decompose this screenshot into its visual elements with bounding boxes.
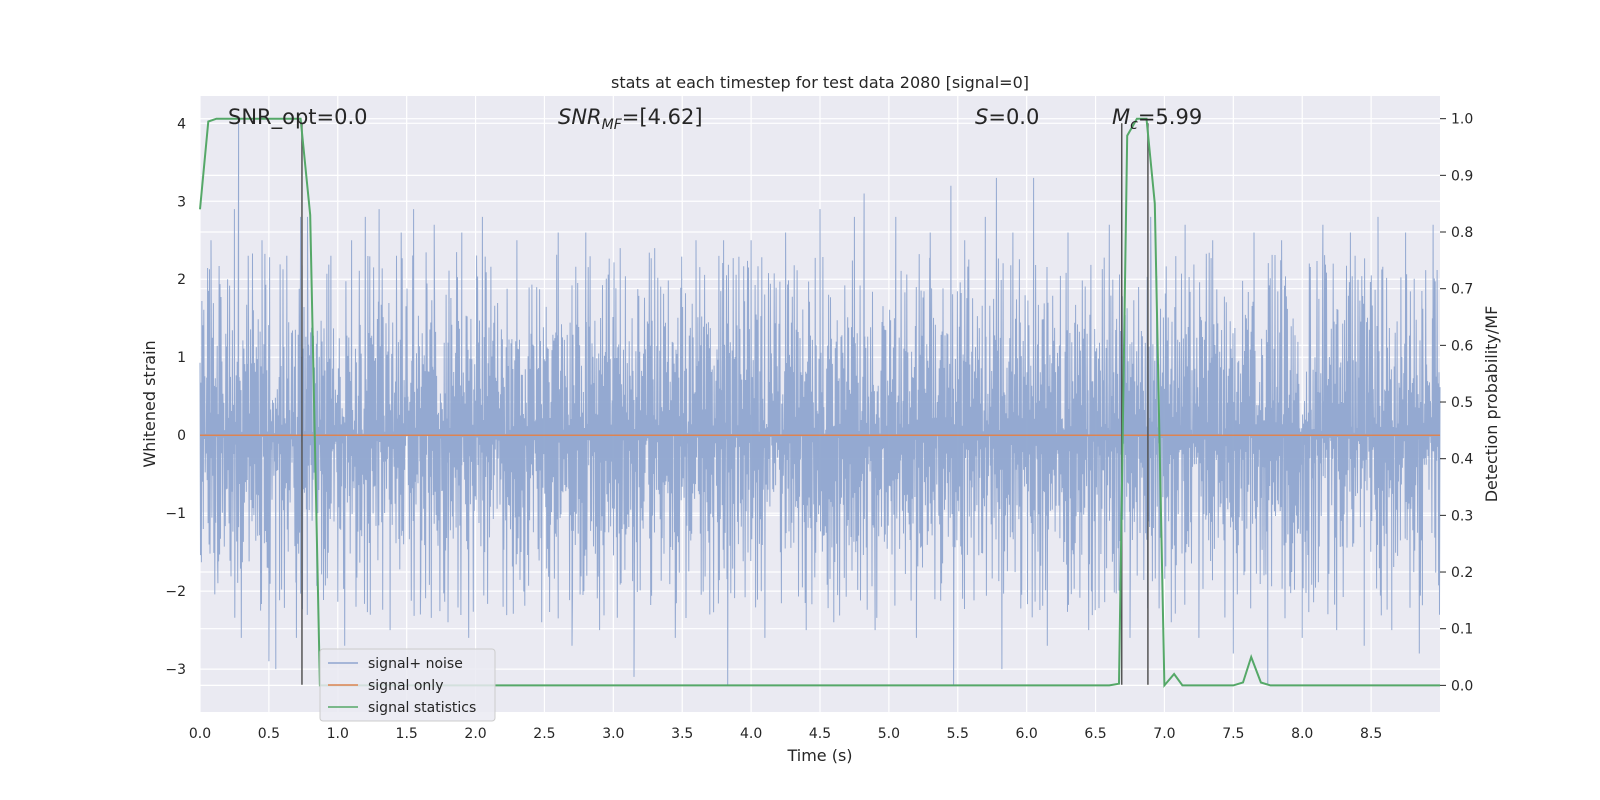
- x-tick-label: 7.5: [1222, 726, 1244, 742]
- legend-label-signal-statistics: signal statistics: [368, 700, 476, 716]
- annotation-snr-mf-main: SNR: [558, 105, 602, 129]
- y-right-tick-label: 0.0: [1451, 678, 1473, 694]
- x-tick-label: 1.5: [396, 726, 418, 742]
- signal-noise-series: [199, 123, 1441, 685]
- x-tick-label: 0.5: [258, 726, 280, 742]
- annotation-mc-main: M: [1112, 105, 1130, 129]
- annotation-mc: Mc=5.99: [1112, 105, 1202, 133]
- x-tick-label: 2.0: [464, 726, 486, 742]
- y-right-tick-label: 0.8: [1451, 225, 1473, 241]
- annotation-mc-rest: =5.99: [1138, 105, 1202, 129]
- annotation-s-main: S: [975, 105, 988, 129]
- x-tick-label: 8.0: [1291, 726, 1313, 742]
- x-axis-label: Time (s): [786, 746, 852, 765]
- legend-box: [319, 648, 496, 722]
- y-right-tick-label: 1.0: [1451, 112, 1473, 128]
- y-right-tick-label: 0.2: [1451, 565, 1473, 581]
- legend: signal+ noise signal only signal statist…: [319, 648, 496, 722]
- legend-label-signal-noise: signal+ noise: [368, 656, 463, 672]
- y-tick-label: 2: [177, 272, 186, 288]
- x-tick-label: 4.5: [809, 726, 831, 742]
- y-right-axis-ticks: 0.0 0.1 0.2 0.3 0.4 0.5 0.6 0.7 0.8 0.9 1.0: [1440, 112, 1473, 694]
- y-tick-label: 0: [177, 428, 186, 444]
- x-tick-label: 4.0: [740, 726, 762, 742]
- x-tick-label: 6.5: [1084, 726, 1106, 742]
- annotation-snr-opt: SNR_opt=0.0: [228, 105, 368, 130]
- x-axis-ticks: 0.0 0.5 1.0 1.5 2.0 2.5 3.0 3.5 4.0 4.5 5.0 5.5 6.0 6…: [189, 726, 1382, 742]
- annotation-snr-mf-sub: MF: [602, 117, 623, 133]
- annotation-snr-mf-rest: =[4.62]: [622, 105, 703, 129]
- y-tick-label: −2: [165, 584, 186, 600]
- signal-statistics-series: [199, 117, 1440, 689]
- y-tick-label: −1: [165, 506, 186, 522]
- statistics-line: [199, 117, 1440, 689]
- annotation-s: S=0.0: [975, 105, 1039, 129]
- x-tick-label: 8.5: [1360, 726, 1382, 742]
- x-tick-label: 5.0: [878, 726, 900, 742]
- y-right-tick-label: 0.5: [1451, 395, 1473, 411]
- y-tick-label: 3: [177, 194, 186, 210]
- annotation-s-rest: =0.0: [988, 105, 1039, 129]
- y-axis-ticks: −3 −2 −1 0 1 2 3 4: [165, 116, 186, 678]
- x-tick-label: 1.0: [327, 726, 349, 742]
- noise-trace: [199, 123, 1441, 685]
- x-tick-label: 5.5: [947, 726, 969, 742]
- vertical-markers: [301, 123, 1149, 685]
- y-right-tick-label: 0.1: [1451, 622, 1473, 638]
- x-tick-label: 6.0: [1016, 726, 1038, 742]
- y-tick-label: −3: [165, 662, 186, 678]
- y-right-tick-label: 0.7: [1451, 282, 1473, 298]
- x-tick-label: 0.0: [189, 726, 211, 742]
- y-right-tick-label: 0.4: [1451, 452, 1473, 468]
- y-right-axis-label: Detection probability/MF: [1482, 306, 1501, 503]
- y-axis-label: Whitened strain: [140, 340, 159, 467]
- annotation-snr-mf: SNRMF=[4.62]: [558, 105, 703, 133]
- y-right-tick-label: 0.6: [1451, 338, 1473, 354]
- y-tick-label: 1: [177, 350, 186, 366]
- annotation-mc-sub: c: [1130, 117, 1138, 133]
- x-tick-label: 7.0: [1153, 726, 1175, 742]
- y-tick-label: 4: [177, 116, 186, 132]
- legend-label-signal-only: signal only: [368, 678, 443, 694]
- x-tick-label: 3.0: [602, 726, 624, 742]
- y-right-tick-label: 0.3: [1451, 508, 1473, 524]
- x-tick-label: 3.5: [671, 726, 693, 742]
- y-right-tick-label: 0.9: [1451, 168, 1473, 184]
- x-tick-label: 2.5: [533, 726, 555, 742]
- chart-title: stats at each timestep for test data 208…: [611, 73, 1029, 92]
